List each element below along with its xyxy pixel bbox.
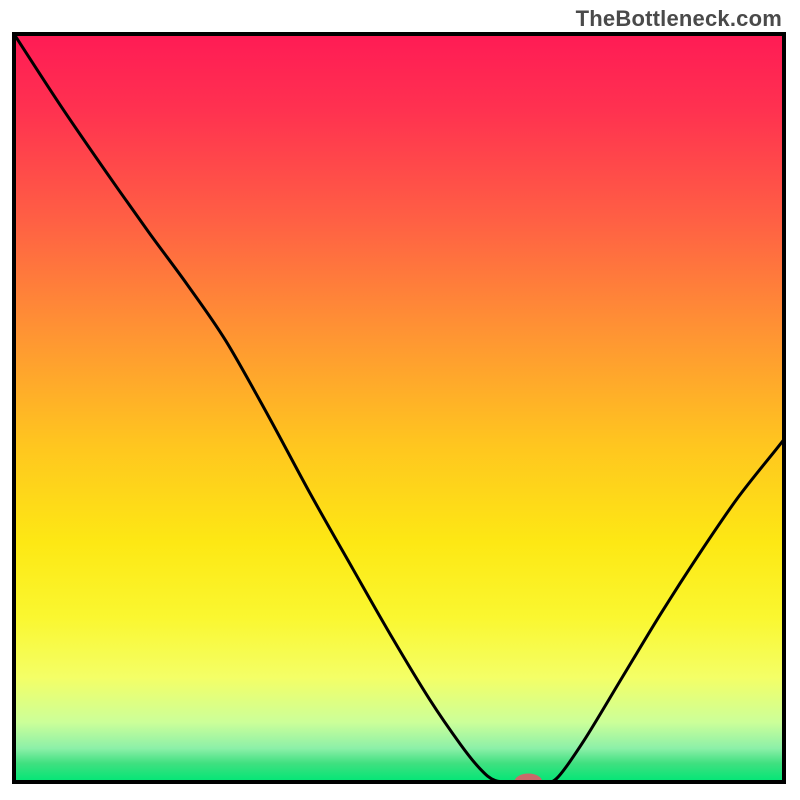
bottleneck-chart <box>0 0 800 800</box>
gradient-background <box>14 34 784 782</box>
chart-container: TheBottleneck.com <box>0 0 800 800</box>
